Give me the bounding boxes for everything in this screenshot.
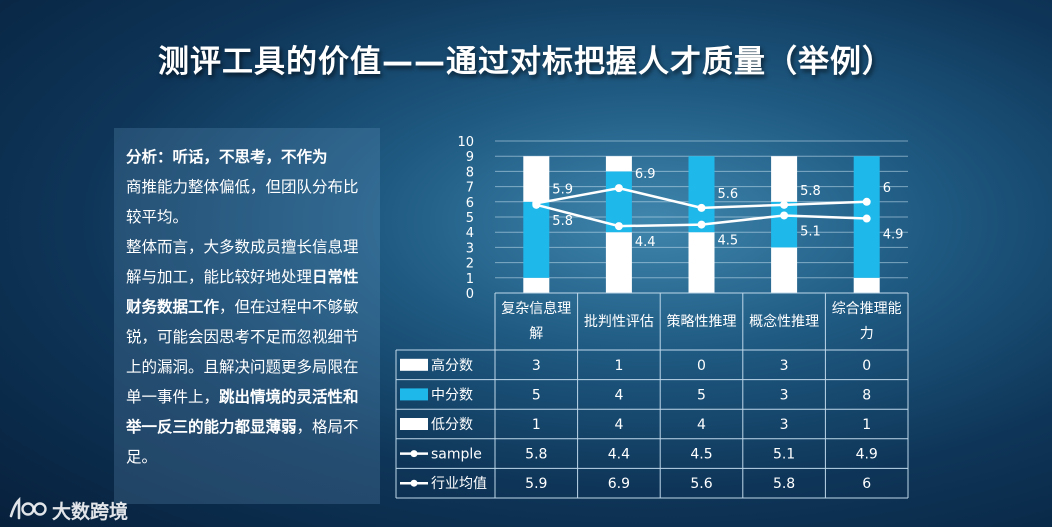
legend-key-高分数 xyxy=(400,358,428,371)
bar-中分数 xyxy=(688,156,715,233)
logo-text: 大数跨境 xyxy=(52,501,129,523)
table-cell: 4.5 xyxy=(690,447,712,463)
table-cell: 4.9 xyxy=(856,447,878,463)
table-cell: 4 xyxy=(614,387,623,403)
y-tick-label: 0 xyxy=(466,287,474,302)
analysis-panel: 分析：听话，不思考，不作为 商推能力整体偏低，但团队分布比较平均。 整体而言，大… xyxy=(114,128,380,504)
table-cell: 3 xyxy=(780,417,789,433)
legend-key-中分数 xyxy=(400,388,428,401)
y-tick-label: 6 xyxy=(466,196,474,211)
table-cell: 5.8 xyxy=(525,447,547,463)
y-tick-label: 8 xyxy=(466,165,474,180)
bar-高分数 xyxy=(771,156,798,202)
y-tick-label: 10 xyxy=(457,135,474,150)
y-tick-label: 1 xyxy=(466,272,474,287)
legend-key-低分数 xyxy=(400,418,428,430)
table-cell: 0 xyxy=(862,358,871,374)
table-cell: 1 xyxy=(532,417,541,433)
legend-key-marker xyxy=(410,479,418,487)
category-label: 概念性推理 xyxy=(749,313,819,330)
table-cell: 1 xyxy=(614,358,623,374)
table-cell: 6 xyxy=(862,476,871,492)
table-cell: 5 xyxy=(532,387,541,403)
table-cell: 3 xyxy=(780,387,789,403)
point-sample xyxy=(780,211,789,220)
point-行业均值 xyxy=(614,184,623,193)
y-tick-label: 3 xyxy=(466,241,474,256)
table-cell: 8 xyxy=(862,387,871,403)
table-cell: 3 xyxy=(532,358,541,374)
bar-高分数 xyxy=(523,156,550,202)
point-行业均值 xyxy=(780,200,789,209)
point-行业均值 xyxy=(862,197,871,206)
legend-label: 行业均值 xyxy=(431,476,487,492)
point-行业均值 xyxy=(532,199,541,208)
table-cell: 4 xyxy=(697,417,706,433)
bar-中分数 xyxy=(605,171,632,233)
data-label-sample: 4.5 xyxy=(718,234,739,249)
bar-低分数 xyxy=(853,277,880,293)
analysis-highlight-2: 跳出情境的灵活性和举一反三的能力都显薄弱 xyxy=(126,388,359,436)
table-cell: 5 xyxy=(697,387,706,403)
table-cell: 5.6 xyxy=(690,476,712,492)
table-cell: 5.9 xyxy=(525,476,547,492)
data-label-行业均值: 5.9 xyxy=(552,182,573,197)
table-cell: 6.9 xyxy=(608,476,630,492)
y-tick-label: 7 xyxy=(466,181,474,196)
point-行业均值 xyxy=(697,203,706,212)
category-label: 解 xyxy=(529,326,543,342)
bar-低分数 xyxy=(523,277,550,293)
y-tick-label: 2 xyxy=(466,257,474,272)
table-cell: 4 xyxy=(614,417,623,433)
y-tick-label: 9 xyxy=(466,150,474,165)
table-cell: 5.1 xyxy=(773,447,795,463)
table-cell: 0 xyxy=(697,358,706,374)
legend-label: sample xyxy=(431,447,482,463)
point-sample xyxy=(614,222,623,231)
data-label-行业均值: 6 xyxy=(883,181,891,196)
bar-低分数 xyxy=(688,232,715,293)
category-label: 综合推理能 xyxy=(832,301,902,317)
data-label-sample: 4.9 xyxy=(883,228,904,243)
y-tick-label: 4 xyxy=(466,226,474,241)
table-cell: 4.4 xyxy=(608,447,630,463)
category-label: 力 xyxy=(860,326,874,342)
data-label-sample: 4.4 xyxy=(635,235,656,250)
data-label-行业均值: 5.6 xyxy=(718,187,739,202)
data-label-行业均值: 6.9 xyxy=(635,167,656,182)
table-cell: 1 xyxy=(862,417,871,433)
category-label: 复杂信息理 xyxy=(501,300,571,317)
analysis-highlight-1: 日常性财务数据工作 xyxy=(126,268,359,316)
bar-低分数 xyxy=(605,232,632,293)
data-label-sample: 5.8 xyxy=(552,214,573,229)
legend-label: 中分数 xyxy=(431,387,473,403)
analysis-summary: 商推能力整体偏低，但团队分布比较平均。 xyxy=(126,178,359,226)
brand-logo: 大数跨境 xyxy=(8,496,148,524)
category-label: 批判性评估 xyxy=(584,314,654,330)
data-label-sample: 5.1 xyxy=(800,224,821,239)
legend-label: 低分数 xyxy=(431,417,473,433)
table-cell: 3 xyxy=(780,358,789,374)
bar-低分数 xyxy=(771,247,798,293)
bar-中分数 xyxy=(771,201,798,248)
legend-key-marker xyxy=(410,450,418,458)
logo-icon xyxy=(9,496,47,520)
analysis-detail: 整体而言，大多数成员擅长信息理解与加工，能比较好地处理日常性财务数据工作，但在过… xyxy=(126,238,359,466)
point-sample xyxy=(697,220,706,229)
data-label-行业均值: 5.8 xyxy=(800,184,821,199)
y-tick-label: 5 xyxy=(466,211,474,226)
table-cell: 5.8 xyxy=(773,476,795,492)
bar-高分数 xyxy=(605,156,632,172)
point-sample xyxy=(862,214,871,223)
legend-label: 高分数 xyxy=(431,357,473,374)
analysis-heading: 分析：听话，不思考，不作为 xyxy=(126,148,328,166)
bar-中分数 xyxy=(523,201,550,278)
category-label: 策略性推理 xyxy=(667,313,737,330)
page-title: 测评工具的价值——通过对标把握人才质量（举例） xyxy=(158,44,894,80)
